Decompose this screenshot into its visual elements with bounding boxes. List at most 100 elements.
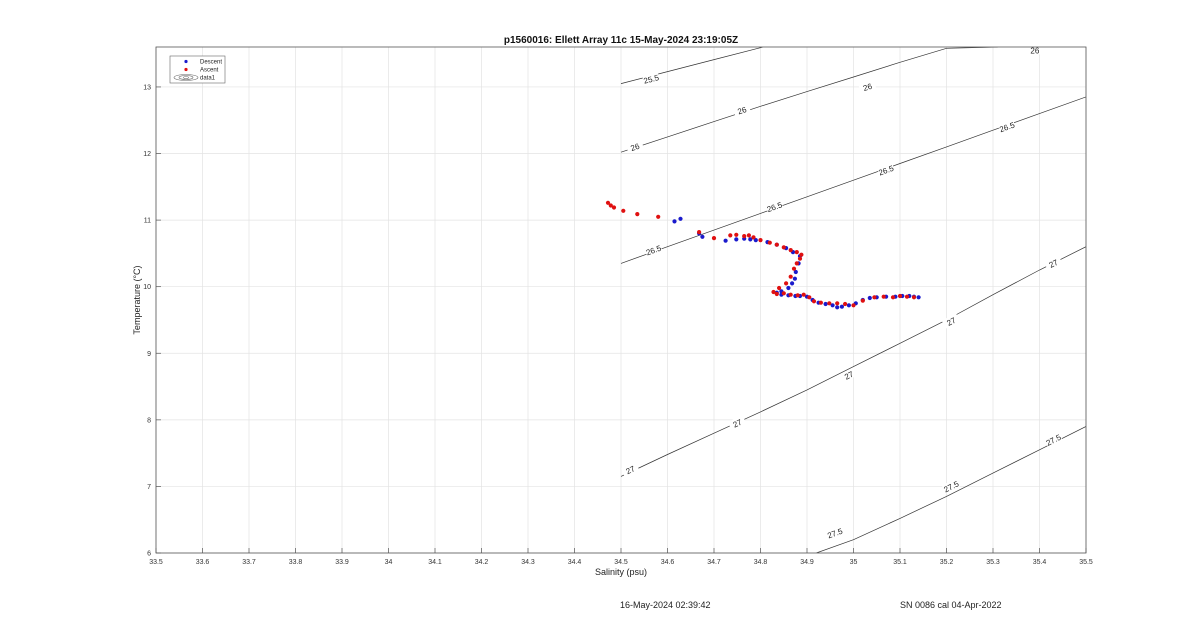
descent-point [678,216,683,221]
contour-label-bg [625,139,644,154]
contour-label-bg [825,525,844,540]
ascent-point [697,230,702,235]
ascent-point [621,208,626,213]
x-tick-label: 34.3 [521,559,535,566]
contour-label: 26 [1030,46,1039,55]
contour-label: 27 [1048,258,1060,270]
ascent-point [788,248,793,253]
y-tick-label: 6 [147,551,151,558]
ascent-point [734,232,739,237]
ascent-point [728,233,733,238]
series-ascent [605,200,917,308]
descent-point [748,237,753,242]
x-tick-label: 35.3 [986,559,1000,566]
ascent-point [881,294,886,299]
descent-point [916,295,921,300]
contour-label-bg [765,199,784,214]
legend-data1-label: data1 [200,76,216,82]
ascent-point [811,299,817,304]
x-tick-label: 33.7 [242,559,256,566]
descent-point [823,301,828,307]
ascent-point [872,295,877,300]
descent-point [672,219,677,224]
x-tick-label: 34.9 [800,559,814,566]
y-tick-label: 13 [143,84,151,91]
y-tick-label: 11 [144,218,151,225]
contour-label-bg [839,367,858,383]
x-tick-label: 34.1 [428,559,442,566]
legend-descent-label: Descent [200,60,222,66]
contour-label: 27.5 [942,479,960,494]
descent-point [830,303,835,308]
ascent-point [781,245,786,250]
contour-label-bg [1044,255,1063,271]
x-tick-label: 34.4 [568,559,582,566]
ascent-point [605,200,611,205]
x-tick-label: 33.6 [196,559,210,566]
contour-label-bg [941,313,961,329]
contour-label-bg [732,103,751,117]
contour-label: 26 [862,82,874,93]
y-tick-label: 10 [143,284,151,291]
contour-label-bg [620,461,640,477]
contour-label-bg [941,478,961,494]
contour-label-bg [1044,431,1063,447]
isopycnal-26 [620,47,998,153]
contour-label-bg [1026,45,1043,55]
ascent-point [774,291,779,297]
ascent-point [751,235,756,240]
x-tick-label: 34.2 [475,559,489,566]
x-axis-label: Salinity (psu) [595,567,647,577]
x-tick-label: 33.8 [289,559,303,566]
ascent-point [758,238,763,243]
y-tick-label: 8 [147,417,151,424]
x-tick-label: 35.5 [1079,559,1093,566]
ascent-point [911,295,917,300]
descent-point [734,237,739,242]
ascent-point [794,261,799,266]
descent-point [867,295,872,301]
ascent-point [788,292,793,297]
ascent-point [771,289,776,295]
ascent-point [608,203,613,208]
ascent-point [611,205,617,210]
contour-label: 27 [843,369,855,381]
descent-point [786,285,791,291]
x-tick-label: 33.5 [149,559,163,566]
x-tick-label: 34.6 [661,559,675,566]
ascent-point [788,274,793,279]
contour-label: 27 [625,464,637,476]
contour-label-bg [858,79,877,94]
ascent-point [795,293,800,298]
contour-label-bg [727,415,747,431]
ascent-point [784,281,789,286]
contour-label: 25.5 [643,73,661,86]
contour-label-bg [997,119,1016,134]
ascent-point [742,234,747,239]
x-tick-label: 34 [385,559,393,566]
ascent-point [797,256,803,261]
legend-descent-marker [184,59,188,64]
ascent-point [801,292,806,297]
descent-point [835,305,840,310]
grid-lines [155,47,1087,554]
ascent-point [656,214,661,219]
descent-point [723,238,728,243]
descent-point [700,234,705,239]
ascent-point [774,242,779,247]
ascent-point [890,295,896,300]
y-axis-label: Temperature (°C) [132,265,142,334]
y-tick-label: 12 [143,151,151,158]
ascent-point [843,301,848,307]
ascent-point [767,240,772,245]
y-tick-label: 9 [147,351,151,358]
x-tick-label: 35.4 [1033,559,1047,566]
ascent-point [781,291,786,296]
ascent-point [904,294,910,299]
footer-sensor-calibration: SN 0086 cal 04-Apr-2022 [900,600,1002,610]
contour-label-bg [642,72,660,85]
ascent-point [746,233,752,238]
legend-ascent-label: Ascent [200,68,219,74]
ascent-point [827,301,832,306]
